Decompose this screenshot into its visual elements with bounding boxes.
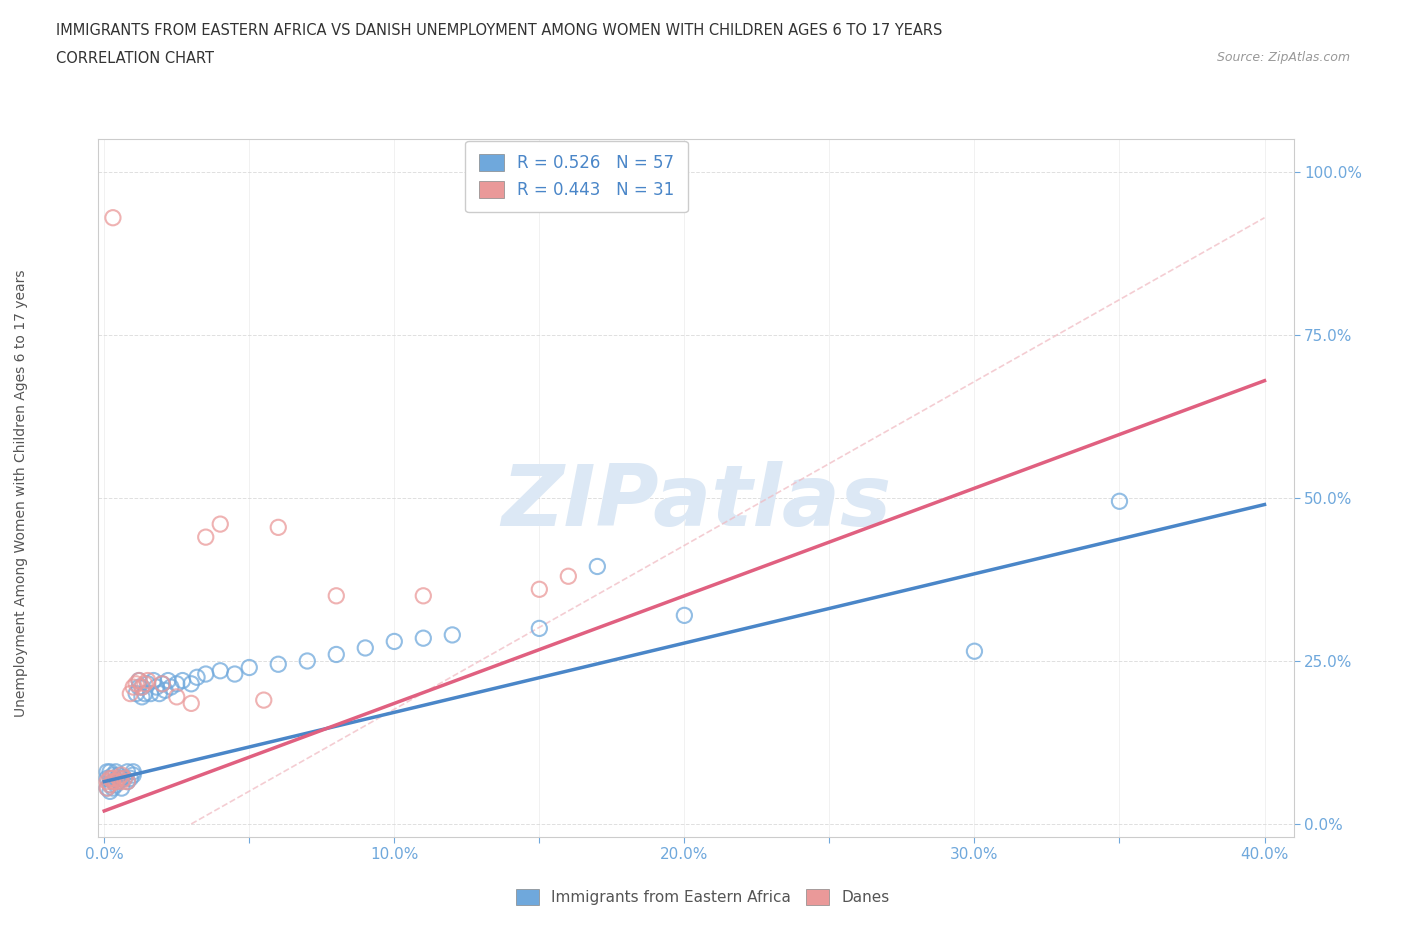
Point <box>128 673 150 688</box>
Point <box>529 621 551 636</box>
Point <box>104 774 127 789</box>
Point <box>194 667 217 682</box>
Point <box>224 667 246 682</box>
Point <box>441 628 464 643</box>
Point <box>136 676 159 691</box>
Point <box>98 777 121 792</box>
Point <box>186 670 208 684</box>
Point <box>120 686 142 701</box>
Point <box>111 767 134 782</box>
Point <box>98 771 121 786</box>
Point <box>134 686 156 701</box>
Point <box>150 676 173 691</box>
Point <box>111 780 134 795</box>
Point <box>96 780 118 795</box>
Point <box>128 680 150 695</box>
Point <box>136 673 159 688</box>
Point <box>101 767 124 782</box>
Point <box>114 771 136 786</box>
Point <box>101 771 124 786</box>
Point <box>209 663 232 678</box>
Point <box>98 777 121 792</box>
Point <box>101 774 124 789</box>
Point <box>180 676 202 691</box>
Point <box>101 780 124 795</box>
Point <box>117 774 139 789</box>
Point <box>166 676 188 691</box>
Point <box>139 686 162 701</box>
Text: ZIPatlas: ZIPatlas <box>501 460 891 544</box>
Point <box>166 689 188 704</box>
Point <box>160 680 183 695</box>
Point <box>325 589 347 604</box>
Legend: Immigrants from Eastern Africa, Danes: Immigrants from Eastern Africa, Danes <box>509 882 897 913</box>
Point <box>125 676 148 691</box>
Point <box>382 634 405 649</box>
Point <box>1108 494 1130 509</box>
Point <box>98 784 121 799</box>
Point <box>150 676 173 691</box>
Point <box>209 517 232 532</box>
Point <box>145 680 167 695</box>
Legend: R = 0.526   N = 57, R = 0.443   N = 31: R = 0.526 N = 57, R = 0.443 N = 31 <box>465 140 688 212</box>
Point <box>412 631 434 645</box>
Point <box>98 764 121 779</box>
Point <box>354 641 377 656</box>
Text: CORRELATION CHART: CORRELATION CHART <box>56 51 214 66</box>
Point <box>96 764 118 779</box>
Point <box>131 680 153 695</box>
Point <box>131 680 153 695</box>
Point <box>96 771 118 786</box>
Point <box>114 771 136 786</box>
Text: Unemployment Among Women with Children Ages 6 to 17 years: Unemployment Among Women with Children A… <box>14 269 28 717</box>
Point <box>157 673 180 688</box>
Point <box>267 520 290 535</box>
Point <box>111 774 134 789</box>
Point <box>122 767 145 782</box>
Point <box>180 696 202 711</box>
Point <box>104 777 127 792</box>
Point <box>238 660 260 675</box>
Point <box>142 673 165 688</box>
Point <box>134 676 156 691</box>
Point <box>120 771 142 786</box>
Point <box>104 764 127 779</box>
Point <box>148 686 170 701</box>
Point <box>529 582 551 597</box>
Point <box>96 774 118 789</box>
Point <box>325 647 347 662</box>
Point <box>111 771 134 786</box>
Point <box>122 764 145 779</box>
Point <box>673 608 696 623</box>
Point <box>128 673 150 688</box>
Point <box>267 657 290 671</box>
Point <box>297 654 319 669</box>
Point <box>125 686 148 701</box>
Point <box>153 683 176 698</box>
Point <box>253 693 276 708</box>
Point <box>122 680 145 695</box>
Point <box>107 774 129 789</box>
Point <box>101 210 124 225</box>
Point <box>98 771 121 786</box>
Point <box>117 774 139 789</box>
Point <box>101 774 124 789</box>
Point <box>557 569 579 584</box>
Point <box>194 530 217 545</box>
Point <box>96 780 118 795</box>
Text: IMMIGRANTS FROM EASTERN AFRICA VS DANISH UNEMPLOYMENT AMONG WOMEN WITH CHILDREN : IMMIGRANTS FROM EASTERN AFRICA VS DANISH… <box>56 23 942 38</box>
Point <box>107 771 129 786</box>
Point <box>963 644 986 658</box>
Point <box>131 689 153 704</box>
Point <box>412 589 434 604</box>
Point <box>586 559 609 574</box>
Point <box>117 764 139 779</box>
Point <box>172 673 194 688</box>
Point <box>107 767 129 782</box>
Text: Source: ZipAtlas.com: Source: ZipAtlas.com <box>1216 51 1350 64</box>
